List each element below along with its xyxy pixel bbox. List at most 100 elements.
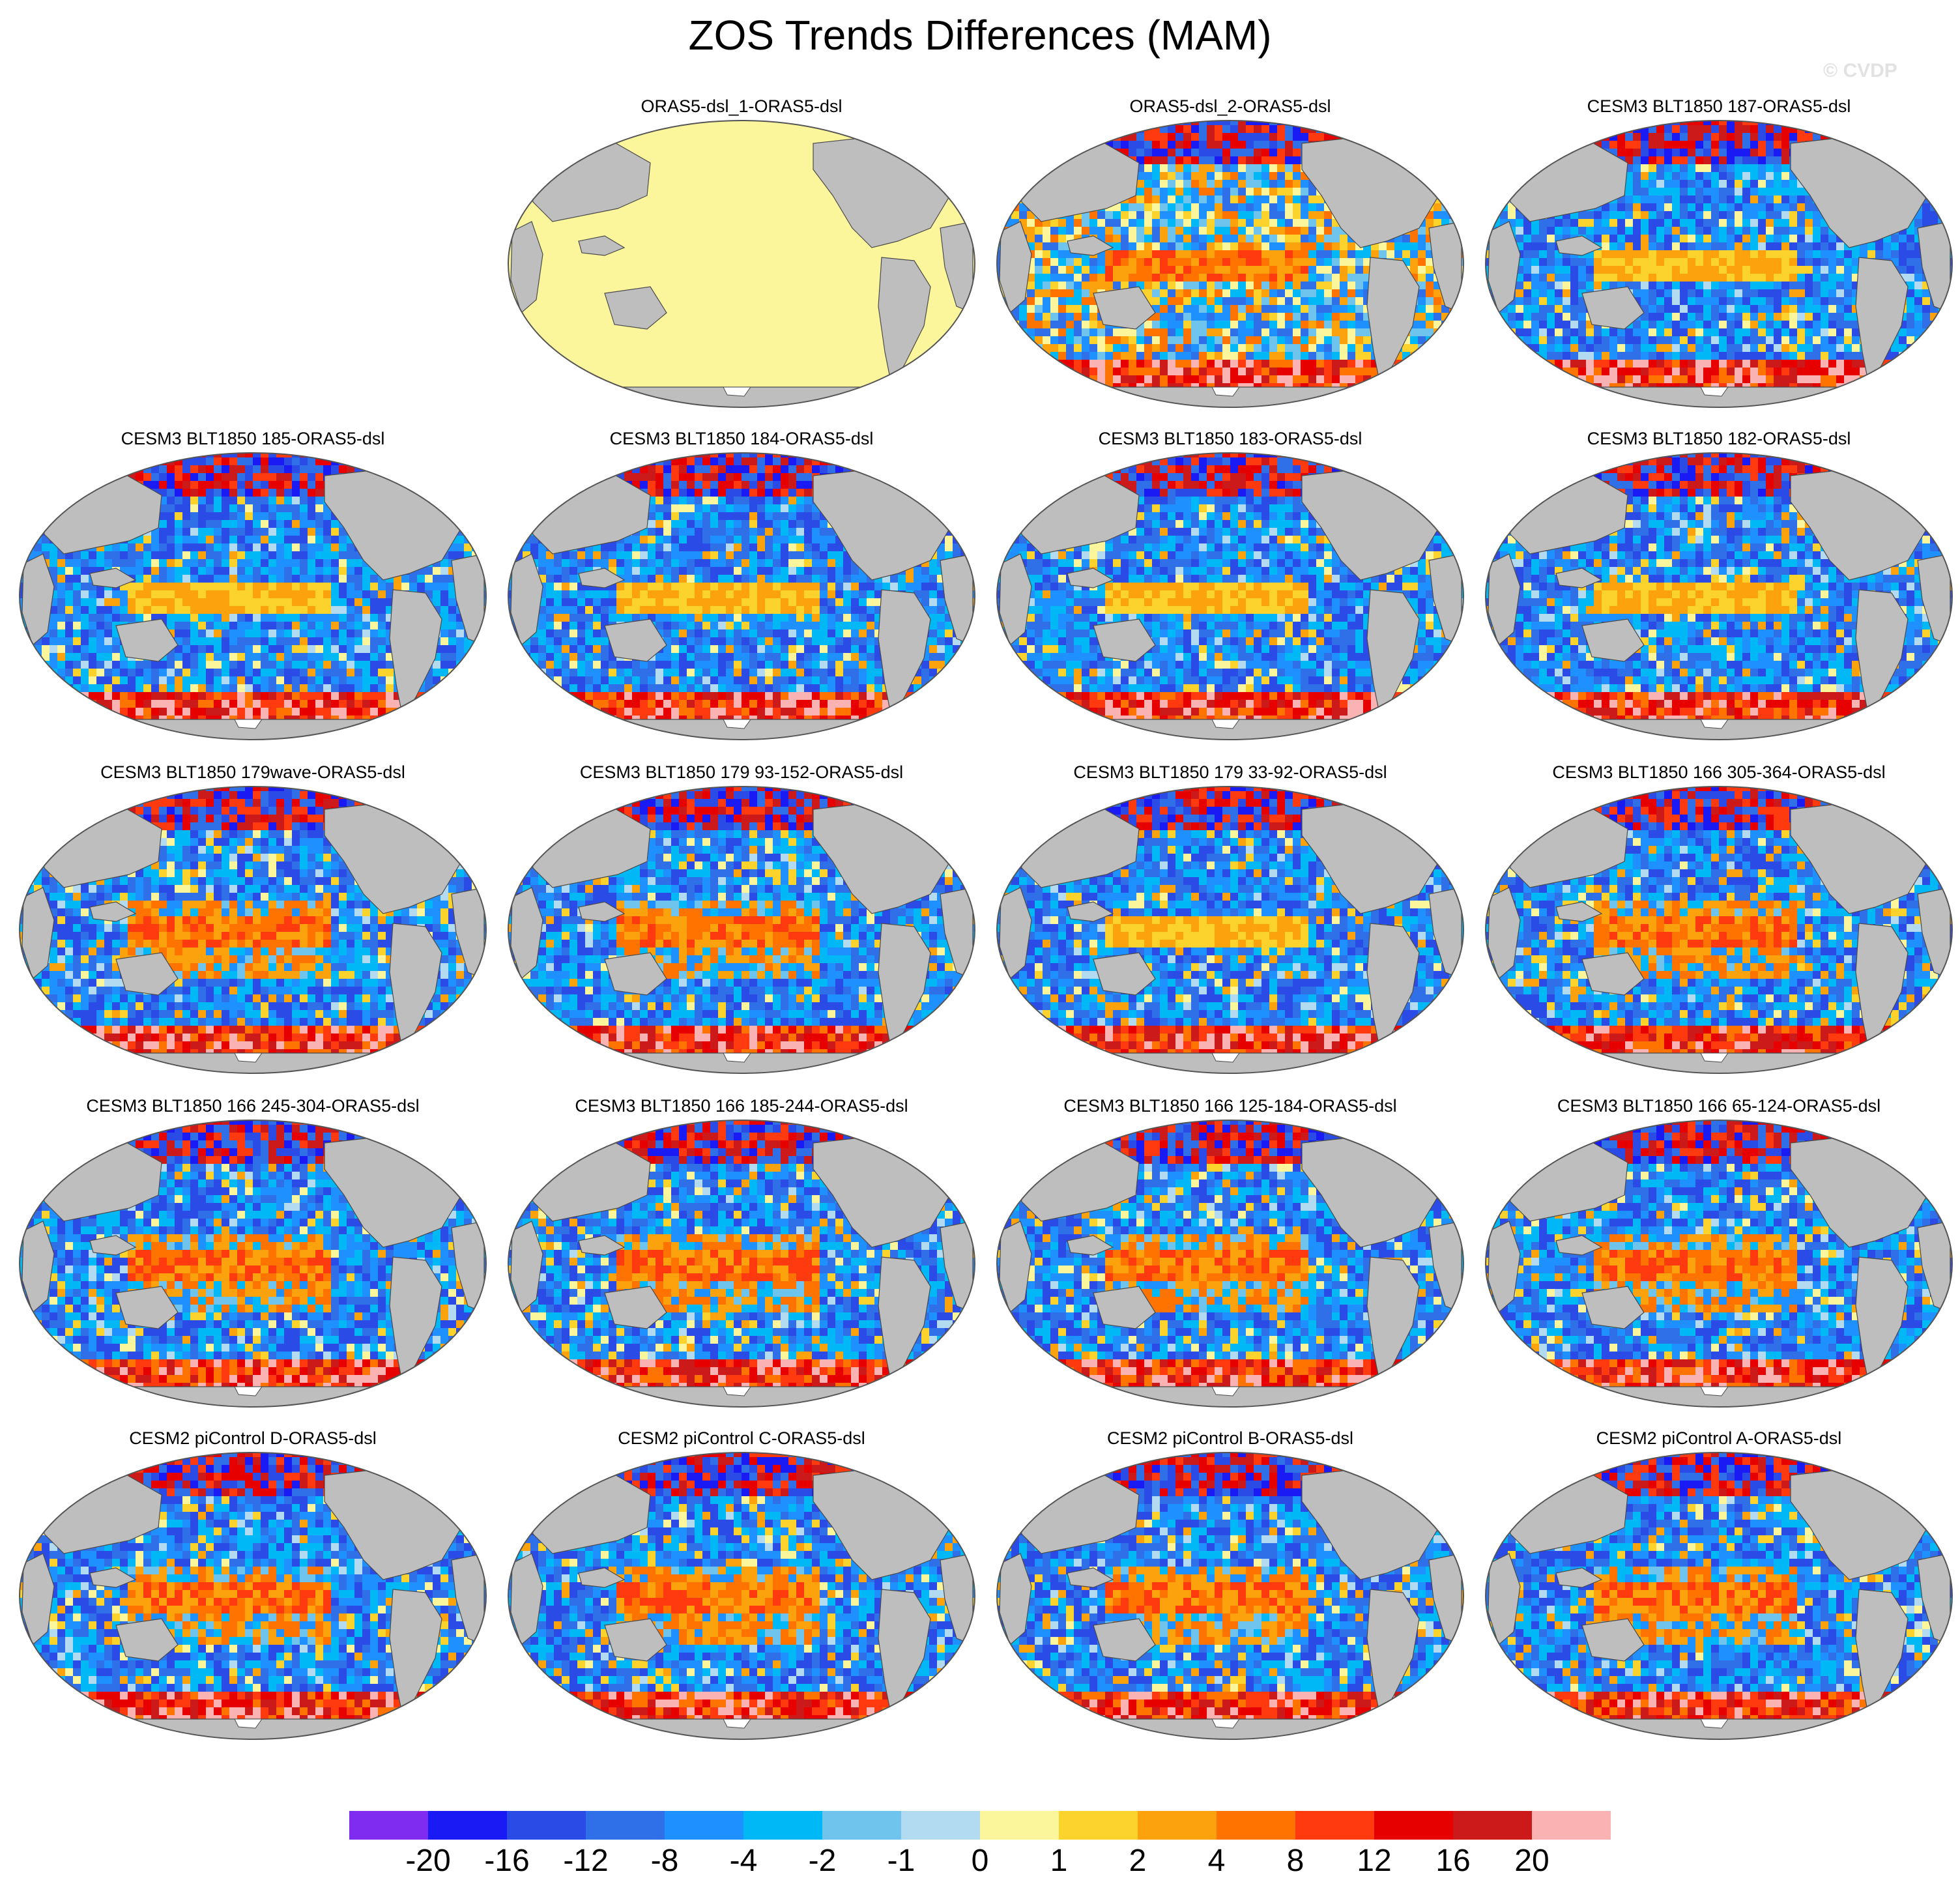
colorbar-box bbox=[1059, 1811, 1138, 1840]
panel-title: CESM2 piControl B-ORAS5-dsl bbox=[989, 1427, 1471, 1449]
world-map bbox=[1485, 786, 1953, 1074]
map-panel: CESM3 BLT1850 179wave-ORAS5-dsl bbox=[12, 761, 494, 1087]
map-border bbox=[1485, 452, 1953, 740]
map-border bbox=[508, 1120, 975, 1408]
world-map bbox=[1485, 1452, 1953, 1740]
map-border bbox=[996, 1452, 1464, 1740]
map-border bbox=[19, 452, 487, 740]
map-panel: ORAS5-dsl_1-ORAS5-dsl bbox=[500, 95, 983, 421]
map-panel: CESM2 piControl B-ORAS5-dsl bbox=[989, 1427, 1471, 1753]
map-panels: ORAS5-dsl_1-ORAS5-dsl ORAS5-dsl_2-ORAS5-d… bbox=[12, 95, 1960, 1753]
world-map bbox=[996, 120, 1464, 408]
map-panel: CESM3 BLT1850 166 185-244-ORAS5-dsl bbox=[500, 1095, 983, 1421]
world-map bbox=[19, 1452, 487, 1740]
world-map bbox=[19, 786, 487, 1074]
map-border bbox=[996, 452, 1464, 740]
map-panel: CESM3 BLT1850 166 245-304-ORAS5-dsl bbox=[12, 1095, 494, 1421]
colorbar-box bbox=[1295, 1811, 1374, 1840]
panel-title: CESM3 BLT1850 179wave-ORAS5-dsl bbox=[12, 761, 494, 783]
map-border bbox=[996, 786, 1464, 1074]
panel-title: CESM2 piControl A-ORAS5-dsl bbox=[1478, 1427, 1960, 1449]
colorbar-labels: -20 -16 -12 -8 -4 -2 -1 0 1 2 4 8 12 16 20 bbox=[0, 1843, 1960, 1882]
map-panel: CESM3 BLT1850 179 33-92-ORAS5-dsl bbox=[989, 761, 1471, 1087]
panel-title: CESM3 BLT1850 166 245-304-ORAS5-dsl bbox=[12, 1095, 494, 1117]
colorbar-label: -2 bbox=[783, 1843, 861, 1879]
panel-title: CESM3 BLT1850 166 305-364-ORAS5-dsl bbox=[1478, 761, 1960, 783]
map-border bbox=[1485, 120, 1953, 408]
world-map bbox=[19, 452, 487, 740]
panel-title: CESM3 BLT1850 166 185-244-ORAS5-dsl bbox=[500, 1095, 983, 1117]
map-panel: CESM3 BLT1850 185-ORAS5-dsl bbox=[12, 427, 494, 753]
colorbar-box bbox=[1532, 1811, 1611, 1840]
colorbar-box bbox=[1138, 1811, 1217, 1840]
colorbar-label: 16 bbox=[1414, 1843, 1492, 1879]
map-panel: CESM3 BLT1850 183-ORAS5-dsl bbox=[989, 427, 1471, 753]
map-border bbox=[1485, 786, 1953, 1074]
world-map bbox=[1485, 452, 1953, 740]
panel-title: CESM3 BLT1850 179 33-92-ORAS5-dsl bbox=[989, 761, 1471, 783]
panel-title: ORAS5-dsl_2-ORAS5-dsl bbox=[989, 95, 1471, 117]
world-map bbox=[996, 1120, 1464, 1408]
page-title: ZOS Trends Differences (MAM) bbox=[0, 9, 1960, 61]
map-border bbox=[19, 786, 487, 1074]
panel-title: CESM3 BLT1850 183-ORAS5-dsl bbox=[989, 427, 1471, 450]
colorbar-label: -12 bbox=[547, 1843, 625, 1879]
panel-title: CESM3 BLT1850 166 125-184-ORAS5-dsl bbox=[989, 1095, 1471, 1117]
colorbar-box bbox=[901, 1811, 980, 1840]
colorbar-box bbox=[586, 1811, 665, 1840]
colorbar bbox=[349, 1811, 1611, 1840]
world-map bbox=[508, 452, 975, 740]
colorbar-box bbox=[1453, 1811, 1532, 1840]
panel-title: CESM3 BLT1850 166 65-124-ORAS5-dsl bbox=[1478, 1095, 1960, 1117]
map-border bbox=[996, 120, 1464, 408]
colorbar-label: 4 bbox=[1177, 1843, 1256, 1879]
colorbar-label: -1 bbox=[862, 1843, 940, 1879]
panel-title: CESM3 BLT1850 187-ORAS5-dsl bbox=[1478, 95, 1960, 117]
world-map bbox=[1485, 120, 1953, 408]
world-map bbox=[19, 1120, 487, 1408]
world-map bbox=[508, 786, 975, 1074]
world-map bbox=[508, 120, 975, 408]
world-map bbox=[996, 786, 1464, 1074]
panel-title: CESM3 BLT1850 182-ORAS5-dsl bbox=[1478, 427, 1960, 450]
colorbar-label: 1 bbox=[1020, 1843, 1098, 1879]
colorbar-label: -8 bbox=[626, 1843, 704, 1879]
world-map bbox=[996, 1452, 1464, 1740]
colorbar-label: 8 bbox=[1256, 1843, 1334, 1879]
panel-title: CESM3 BLT1850 179 93-152-ORAS5-dsl bbox=[500, 761, 983, 783]
colorbar-label: 20 bbox=[1493, 1843, 1571, 1879]
colorbar-label: -4 bbox=[704, 1843, 783, 1879]
map-border bbox=[1485, 1452, 1953, 1740]
map-border bbox=[508, 120, 975, 408]
colorbar-label: 0 bbox=[941, 1843, 1019, 1879]
colorbar-box bbox=[743, 1811, 822, 1840]
map-panel: CESM2 piControl D-ORAS5-dsl bbox=[12, 1427, 494, 1753]
map-border bbox=[1485, 1120, 1953, 1408]
panel-title: ORAS5-dsl_1-ORAS5-dsl bbox=[500, 95, 983, 117]
colorbar-label: 2 bbox=[1099, 1843, 1177, 1879]
colorbar-box bbox=[822, 1811, 901, 1840]
map-panel: ORAS5-dsl_2-ORAS5-dsl bbox=[989, 95, 1471, 421]
colorbar-box bbox=[1374, 1811, 1453, 1840]
map-border bbox=[508, 452, 975, 740]
map-border bbox=[19, 1452, 487, 1740]
map-panel: CESM3 BLT1850 166 305-364-ORAS5-dsl bbox=[1478, 761, 1960, 1087]
colorbar-box bbox=[1217, 1811, 1295, 1840]
world-map bbox=[508, 1452, 975, 1740]
panel-title: CESM2 piControl C-ORAS5-dsl bbox=[500, 1427, 983, 1449]
colorbar-box bbox=[980, 1811, 1059, 1840]
map-border bbox=[996, 1120, 1464, 1408]
colorbar-box bbox=[507, 1811, 586, 1840]
map-panel: CESM3 BLT1850 182-ORAS5-dsl bbox=[1478, 427, 1960, 753]
colorbar-label: -20 bbox=[389, 1843, 467, 1879]
map-panel: CESM3 BLT1850 187-ORAS5-dsl bbox=[1478, 95, 1960, 421]
world-map bbox=[996, 452, 1464, 740]
panel-title: CESM3 BLT1850 185-ORAS5-dsl bbox=[12, 427, 494, 450]
map-panel: CESM3 BLT1850 166 125-184-ORAS5-dsl bbox=[989, 1095, 1471, 1421]
colorbar-label: 12 bbox=[1335, 1843, 1413, 1879]
map-panel: CESM2 piControl A-ORAS5-dsl bbox=[1478, 1427, 1960, 1753]
map-border bbox=[508, 786, 975, 1074]
map-border bbox=[508, 1452, 975, 1740]
colorbar-box bbox=[428, 1811, 507, 1840]
colorbar-box bbox=[349, 1811, 428, 1840]
